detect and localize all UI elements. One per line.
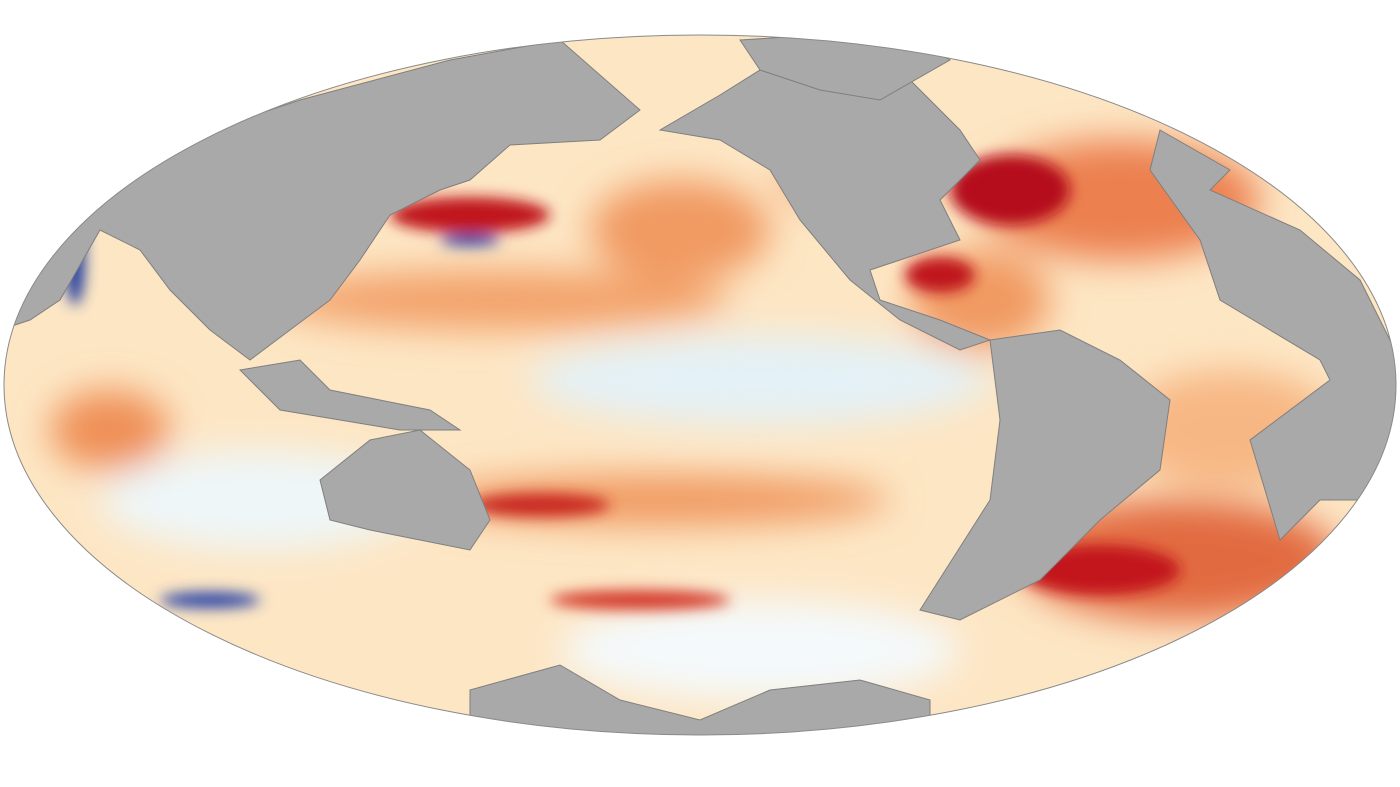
eurasia xyxy=(4,39,641,361)
australia xyxy=(319,429,491,551)
antarctica xyxy=(469,664,931,735)
strong-anomalies xyxy=(65,155,1180,610)
land xyxy=(4,35,1396,735)
south-america xyxy=(919,329,1171,621)
globe-outline xyxy=(3,34,1397,736)
southeast-asia xyxy=(238,359,462,431)
africa-europe xyxy=(1149,129,1396,541)
